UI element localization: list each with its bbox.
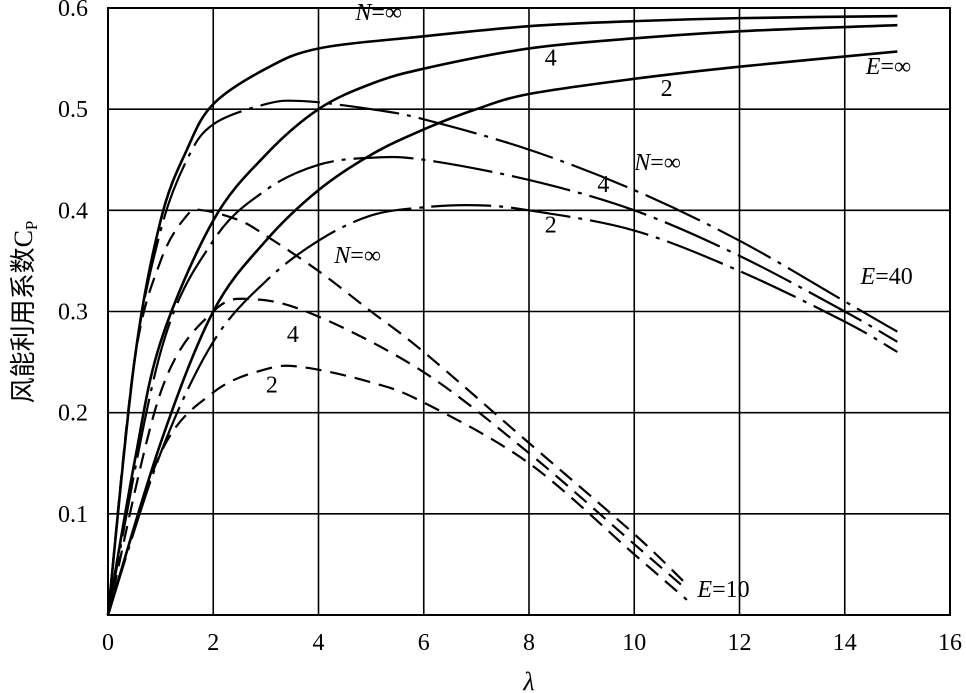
curve-label-value: 2 [545, 213, 557, 239]
x-tick-label: 2 [207, 630, 219, 656]
y-axis-label: 风能利用系数CP [9, 221, 41, 404]
curve-label: 4 [287, 322, 299, 348]
curve-label: 4 [597, 172, 609, 198]
curve-label-value: 4 [597, 172, 609, 198]
y-tick-label: 0.1 [58, 502, 88, 528]
x-tick-label: 14 [833, 630, 857, 656]
x-tick-label: 10 [622, 630, 646, 656]
y-tick-label: 0.5 [58, 97, 88, 123]
y-tick-label: 0.4 [58, 198, 88, 224]
series-line-6 [106, 204, 898, 616]
curve-label-value: 4 [545, 46, 557, 72]
series-line-9 [106, 364, 688, 616]
curve-label-value: =∞ [650, 150, 681, 176]
x-tick-label: 16 [938, 630, 962, 656]
y-tick-label: 0.6 [58, 0, 88, 22]
y-axis-label-main: 风能利用系数C [9, 230, 38, 403]
series-line-8 [106, 297, 688, 616]
x-axis-label: λ [522, 667, 534, 693]
curve-label-value: 2 [661, 76, 673, 102]
curve-label: N=∞ [333, 243, 381, 269]
series-line-4 [106, 99, 898, 616]
curve-label-var: E [696, 577, 712, 603]
tick-labels: 0 2 4 6 8 10 12 14 160.10.20.30.40.50.6 [58, 0, 962, 656]
curve-label: E=∞ [865, 54, 911, 80]
curves [106, 14, 898, 616]
curve-label-value: =∞ [371, 0, 402, 26]
curve-label: 2 [661, 76, 673, 102]
curve-label-var: N [333, 243, 352, 269]
curve-label-value: =10 [712, 577, 750, 603]
curve-label-var: E [865, 54, 881, 80]
curve-label: N=∞ [354, 0, 402, 26]
curve-label-var: N [633, 150, 652, 176]
curve-label: E=40 [860, 264, 913, 290]
series-line-7 [106, 208, 688, 616]
x-tick-label: 12 [728, 630, 752, 656]
curve-label-value: 2 [266, 372, 278, 398]
series-line-2 [106, 23, 898, 616]
y-tick-label: 0.3 [58, 300, 88, 326]
curve-label-value: =40 [875, 264, 913, 290]
y-axis-label-sub: P [22, 221, 41, 230]
x-tick-label: 4 [313, 630, 325, 656]
curve-label: 2 [266, 372, 278, 398]
curve-label-var: E [860, 264, 876, 290]
curve-label-value: 4 [287, 322, 299, 348]
x-tick-label: 0 [102, 630, 114, 656]
x-tick-label: 8 [523, 630, 535, 656]
curve-label-var: N [354, 0, 373, 26]
x-tick-label: 6 [418, 630, 430, 656]
curve-label: E=10 [696, 577, 749, 603]
series-line-3 [106, 50, 898, 616]
series-line-5 [106, 155, 898, 616]
annotations: N=∞42E=∞N=∞42E=40N=∞42E=10 [266, 0, 913, 603]
curve-label-value: =∞ [350, 243, 381, 269]
y-tick-label: 0.2 [58, 401, 88, 427]
curve-label: 4 [545, 46, 557, 72]
curve-label: 2 [545, 213, 557, 239]
curve-label-value: =∞ [880, 54, 911, 80]
curve-label: N=∞ [633, 150, 681, 176]
series-line-1 [106, 14, 898, 616]
